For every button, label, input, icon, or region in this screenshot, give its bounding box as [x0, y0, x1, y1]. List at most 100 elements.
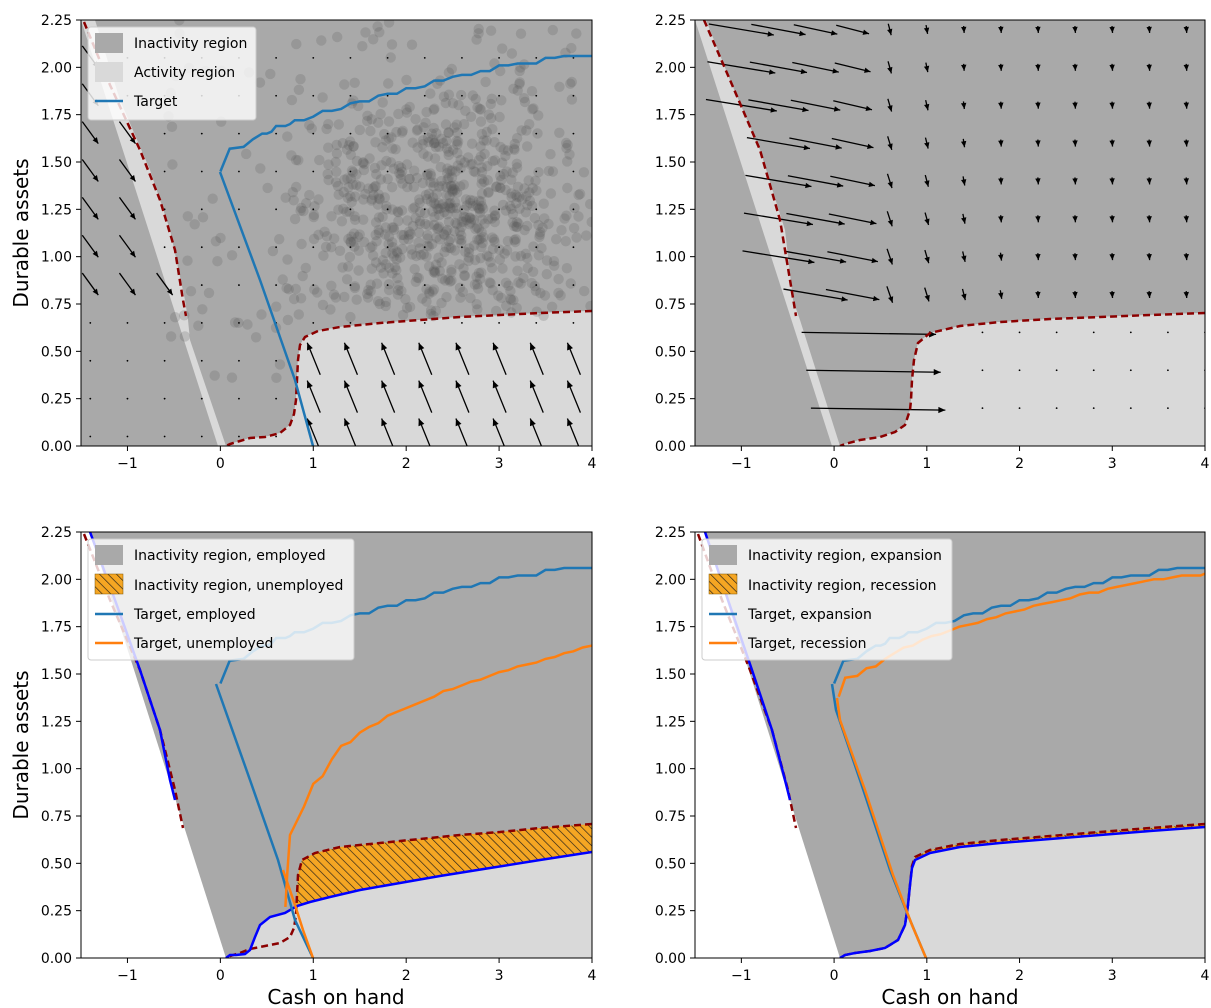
quiver-arrow [380, 418, 394, 446]
scatter-point [286, 150, 297, 161]
quiver-arrow [1072, 215, 1078, 223]
y-tick-label: 0.00 [41, 951, 72, 967]
scatter-point [500, 150, 511, 162]
quiver-arrow [343, 342, 359, 376]
scatter-point [506, 203, 517, 215]
scatter-point [387, 248, 398, 259]
quiver-arrow [1109, 25, 1115, 33]
quiver-dot [312, 94, 315, 97]
scatter-point [491, 181, 502, 193]
scatter-point [503, 280, 514, 291]
scatter-point [449, 226, 460, 237]
scatter-point [387, 242, 399, 253]
scatter-point [446, 63, 457, 75]
scatter-point [553, 273, 564, 285]
quiver-arrow [529, 342, 544, 376]
scatter-point [434, 265, 445, 277]
quiver-dot [386, 208, 389, 211]
y-tick-label: 1.50 [655, 667, 686, 683]
scatter-point [458, 119, 470, 130]
scatter-point [415, 249, 427, 261]
scatter-point [433, 252, 444, 263]
scatter-point [539, 213, 550, 224]
quiver-arrow [1183, 215, 1189, 223]
scatter-point [466, 138, 478, 149]
activity-region [840, 827, 1205, 958]
quiver-dot [312, 56, 315, 59]
scatter-point [457, 286, 468, 298]
y-tick-label: 1.75 [41, 620, 72, 636]
scatter-point [290, 154, 302, 166]
y-tick-label: 0.00 [655, 951, 686, 967]
scatter-point [337, 262, 348, 273]
y-tick-label: 0.50 [41, 856, 72, 872]
scatter-point [439, 206, 450, 218]
scatter-point [447, 98, 459, 109]
scatter-point [536, 243, 547, 254]
scatter-point [396, 229, 407, 241]
scatter-point [545, 149, 556, 160]
legend-swatch-inactivity-unemployed [94, 573, 124, 595]
scatter-point [314, 154, 325, 166]
quiver-arrow [529, 418, 543, 446]
quiver-arrow [1072, 253, 1078, 261]
legend-swatch-inactivity-expansion [709, 545, 737, 565]
scatter-point [505, 293, 516, 304]
quiver-dot [1055, 407, 1058, 410]
quiver-dot [461, 208, 463, 211]
x-tick-label: 1 [309, 456, 318, 472]
quiver-arrow [746, 136, 811, 151]
quiver-dot [275, 397, 278, 400]
scatter-point [215, 232, 226, 244]
quiver-arrow [1035, 139, 1041, 147]
scatter-point [422, 240, 433, 251]
scatter-point [383, 238, 394, 250]
scatter-point [504, 200, 516, 212]
scatter-point [379, 192, 390, 203]
quiver-dot [535, 132, 538, 135]
scatter-point [433, 203, 444, 215]
scatter-point [348, 236, 359, 247]
scatter-point [412, 142, 423, 153]
scatter-point [568, 222, 580, 234]
scatter-point [562, 182, 573, 194]
scatter-point [443, 146, 454, 157]
scatter-point [372, 21, 383, 32]
quiver-arrow [887, 23, 893, 36]
panel-bottom-right: −1 0 1 2 3 4 0.00 0.25 0.50 0.75 1.00 1.25 1.50 1.75 2… [655, 525, 1210, 1008]
y-tick-label: 1.75 [655, 620, 686, 636]
scatter-point [445, 198, 456, 209]
scatter-point [377, 142, 388, 153]
quiver-arrow [924, 287, 930, 302]
scatter-point [388, 222, 399, 233]
scatter-point [323, 174, 334, 186]
scatter-point [535, 227, 546, 238]
scatter-point [509, 138, 520, 150]
scatter-point [389, 261, 401, 273]
scatter-point [360, 188, 371, 200]
scatter-point [337, 138, 348, 149]
scatter-point [541, 255, 553, 266]
scatter-point [427, 192, 439, 203]
scatter-point [453, 99, 464, 111]
scatter-point [475, 233, 486, 244]
scatter-point [523, 175, 534, 186]
scatter-point [511, 191, 523, 202]
scatter-point [386, 182, 398, 193]
scatter-point [446, 172, 458, 183]
scatter-point [483, 109, 494, 120]
scatter-point [414, 216, 426, 227]
scatter-point [497, 157, 508, 168]
scatter-point [547, 24, 558, 36]
quiver-dot [275, 246, 278, 249]
scatter-point [391, 254, 402, 265]
quiver-dot [126, 322, 129, 324]
quiver-arrow [1183, 25, 1189, 33]
scatter-point [380, 229, 391, 240]
quiver-arrow [1072, 25, 1078, 33]
scatter-point [436, 257, 447, 268]
quiver-dot [981, 369, 984, 372]
scatter-point [469, 279, 481, 290]
scatter-point [392, 289, 404, 300]
panel-bottom-left: −1 0 1 2 3 4 0.00 0.25 0.50 0.75 1.00 1.25 1.50 1.75 2… [9, 525, 597, 1008]
